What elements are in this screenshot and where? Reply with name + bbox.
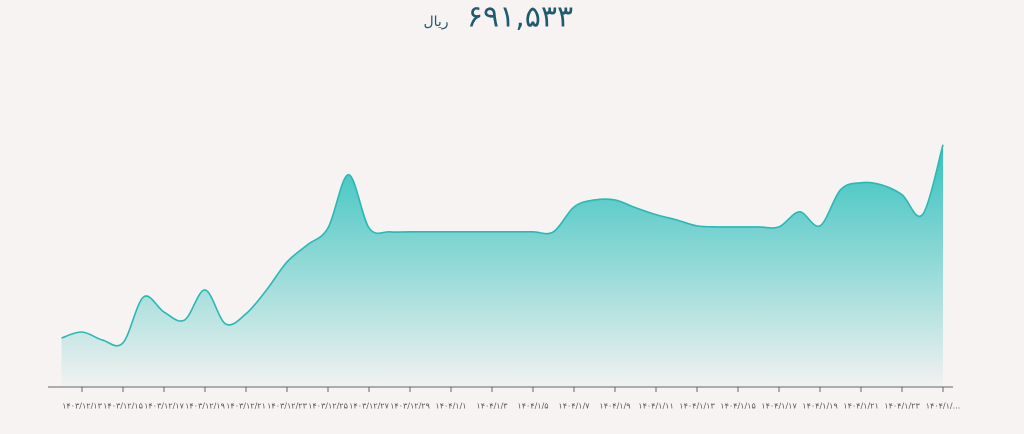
x-tick-label: ۱۴۰۴/۱/۵ <box>517 402 548 411</box>
area <box>61 144 943 387</box>
x-tick-label: ۱۴۰۴/۱/۱۳ <box>679 402 715 411</box>
x-tick-label: ۱۴۰۴/۱/۱۵ <box>720 402 755 411</box>
x-tick-label: ۱۴۰۳/۱۲/۲۵ <box>308 402 348 411</box>
x-tick-label: ۱۴۰۴/۱/۲۳ <box>884 402 920 411</box>
price: ۶۹۱,۵۳۳ <box>467 0 573 35</box>
x-tick-label: ۱۴۰۳/۱۲/۱۷ <box>144 402 184 411</box>
x-tick-label: ۱۴۰۳/۱۲/۲۱ <box>226 402 266 411</box>
x-tick-label: ۱۴۰۴/۱/۱۷ <box>761 402 797 411</box>
x-tick-label: ۱۴۰۳/۱۲/۲۹ <box>390 402 430 411</box>
x-tick-label: ۱۴۰۳/۱۲/۱۳ <box>62 402 102 411</box>
x-tick-label: ۱۴۰۴/۱/۳ <box>476 402 508 411</box>
x-tick-label: ۱۴۰۳/۱۲/۲۷ <box>349 402 389 411</box>
x-tick-label: ۱۴۰۳/۱۲/۱۹ <box>185 402 225 411</box>
line <box>61 144 944 347</box>
x-tick-label: ۱۴۰۳/۱۲/۱۵ <box>103 402 143 411</box>
x-tick-label: ۱۴۰۴/۱/۱ <box>435 402 466 411</box>
x-tick-label: ۱۴۰۴/۱/۷ <box>558 402 590 411</box>
x-tick-label: ۱۴۰۳/۱۲/۲۳ <box>267 402 307 411</box>
x-tick-label: ۱۴۰۴/۱/۲۱ <box>843 402 878 411</box>
currency: ریال <box>423 14 448 30</box>
x-tick-label: ۱۴۰۴/۱/۹ <box>599 402 630 411</box>
x-tick-label: ۱۴۰۴/۱/۱۱ <box>638 402 673 411</box>
x-tick-label: ۱۴۰۴/۱/... <box>926 402 961 411</box>
x-tick-label: ۱۴۰۴/۱/۱۹ <box>802 402 837 411</box>
